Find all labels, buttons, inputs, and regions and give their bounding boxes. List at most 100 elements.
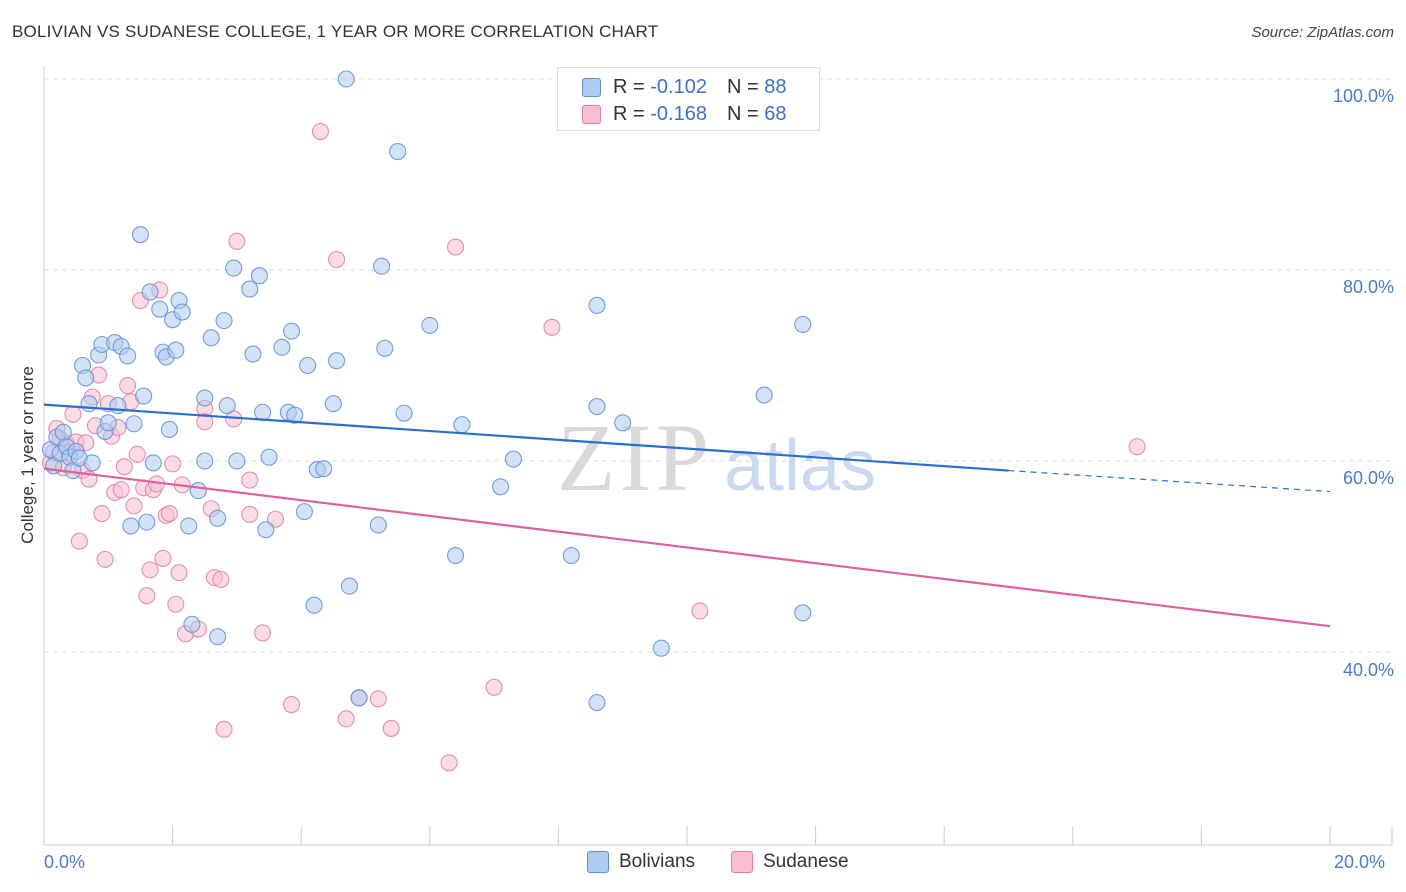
sudanese-point xyxy=(93,504,111,523)
bolivians-point xyxy=(225,259,243,277)
bolivians-point xyxy=(125,415,143,433)
bolivians-point xyxy=(421,316,439,334)
legend-label-bolivians: Bolivians xyxy=(619,851,696,872)
sudanese-point xyxy=(241,471,259,489)
bolivians-point xyxy=(588,694,606,712)
sudanese-point xyxy=(141,561,159,579)
legend-r-label: R = xyxy=(613,103,645,125)
legend-label-sudanese: Sudanese xyxy=(763,851,849,872)
correlation-legend: R = -0.102 N = 88 R = -0.168 N = 68 xyxy=(557,67,820,131)
bolivians-point xyxy=(614,414,632,432)
bolivians-point xyxy=(54,423,72,441)
bolivians-point xyxy=(299,356,317,375)
bolivians-point xyxy=(189,482,207,500)
sudanese-point xyxy=(112,481,130,499)
bolivians-point xyxy=(260,448,278,466)
watermark-zip: ZIP xyxy=(557,404,713,511)
sudanese-point xyxy=(196,413,214,431)
bolivians-point xyxy=(376,339,394,357)
legend-item-bolivians[interactable]: Bolivians xyxy=(587,851,695,873)
bolivians-point xyxy=(295,503,313,521)
y-tick-label-100: 100.0% xyxy=(1332,86,1394,106)
sudanese-point xyxy=(446,238,465,256)
legend-swatch-sudanese xyxy=(582,105,601,124)
y-axis-label: College, 1 year or more xyxy=(18,366,37,544)
bolivians-point xyxy=(328,352,346,370)
bolivians-point xyxy=(257,521,275,539)
sudanese-point xyxy=(119,377,137,395)
bolivians-point xyxy=(446,546,465,565)
sudanese-point xyxy=(328,250,346,269)
bolivians-point xyxy=(588,296,606,314)
bolivians-point xyxy=(77,369,95,387)
sudanese-point xyxy=(212,570,230,588)
sudanese-point xyxy=(254,624,272,642)
bolivians-point xyxy=(250,267,268,285)
sudanese-point xyxy=(691,602,709,620)
bolivians-point xyxy=(119,347,137,365)
bolivians-point xyxy=(389,143,407,161)
legend-n-value-bolivians: 88 xyxy=(764,76,787,98)
trend-line-bolivians xyxy=(43,403,1009,472)
bolivians-point xyxy=(794,315,812,333)
sudanese-point xyxy=(164,455,182,473)
bolivians-point xyxy=(183,615,201,633)
legend-n-value-sudanese: 68 xyxy=(764,103,787,125)
bolivians-point xyxy=(215,312,233,330)
sudanese-point xyxy=(70,532,88,550)
bolivians-point xyxy=(491,478,510,496)
bolivians-point xyxy=(337,70,355,88)
bolivians-point xyxy=(99,414,117,432)
series-sudanese-points xyxy=(41,122,1146,772)
sudanese-point xyxy=(543,318,561,336)
bolivians-point xyxy=(167,341,185,359)
bolivians-point xyxy=(254,403,272,421)
sudanese-point xyxy=(170,564,188,582)
sudanese-point xyxy=(283,695,301,714)
legend-row-bolivians: R = -0.102 N = 88 xyxy=(582,76,786,99)
bolivians-point xyxy=(138,513,156,531)
bolivians-point xyxy=(83,454,101,472)
sudanese-point xyxy=(115,458,133,476)
legend-swatch-sudanese xyxy=(731,851,753,873)
bolivians-point xyxy=(151,300,169,318)
x-tick-label-20: 20.0% xyxy=(1334,852,1386,872)
y-tick-label-60: 60.0% xyxy=(1342,468,1394,488)
bolivians-point xyxy=(315,460,333,478)
trend-line-bolivians-extension xyxy=(1008,469,1331,493)
bolivians-point xyxy=(228,452,246,470)
bolivians-point xyxy=(286,406,304,424)
bolivians-point xyxy=(340,577,358,595)
sudanese-point xyxy=(311,122,330,141)
bolivians-point xyxy=(196,452,214,470)
bolivians-point xyxy=(173,303,191,321)
sudanese-point xyxy=(64,405,82,423)
legend-swatch-bolivians xyxy=(587,851,609,873)
bolivians-point xyxy=(144,454,162,472)
bolivians-point xyxy=(453,416,471,434)
legend-r-value-sudanese: -0.168 xyxy=(650,103,707,125)
bolivians-point xyxy=(504,450,522,468)
bolivians-point xyxy=(273,338,291,356)
bolivians-point xyxy=(141,283,159,301)
watermark-atlas: atlas xyxy=(724,426,876,506)
sudanese-point xyxy=(138,587,156,605)
bolivians-point xyxy=(160,420,178,439)
bolivians-point xyxy=(244,345,262,363)
bolivians-point xyxy=(395,404,413,422)
sudanese-point xyxy=(228,232,246,250)
bolivians-point xyxy=(755,386,773,404)
sudanese-point xyxy=(369,690,387,708)
legend-item-sudanese[interactable]: Sudanese xyxy=(731,851,849,873)
sudanese-point xyxy=(154,549,172,567)
bolivians-point xyxy=(324,395,342,413)
source-label: Source: ZipAtlas.com xyxy=(1251,24,1394,41)
sudanese-point xyxy=(215,720,233,738)
legend-swatch-bolivians xyxy=(582,78,601,97)
sudanese-point xyxy=(440,754,458,772)
trend-lines xyxy=(43,403,1331,628)
bolivians-point xyxy=(373,257,391,275)
legend-n-label: N = xyxy=(726,76,759,98)
bolivians-point xyxy=(283,322,301,340)
